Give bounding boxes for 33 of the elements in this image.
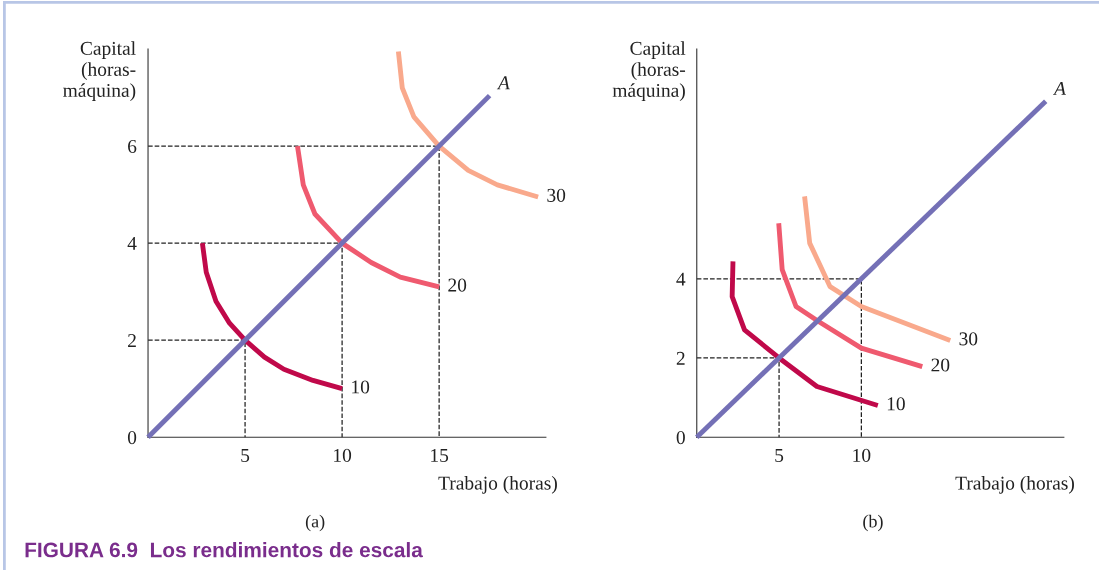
x-tick-label: 10	[334, 448, 352, 462]
x-tick-label: 10	[853, 448, 871, 462]
x-tick-label: 5	[775, 449, 784, 462]
text: (b)	[863, 514, 883, 532]
y-tick-label: 4	[676, 272, 686, 286]
line-series	[295, 143, 442, 290]
series-label: 20	[931, 358, 950, 372]
y-tick-label: 2	[676, 351, 685, 365]
series-label: 20	[448, 278, 467, 292]
x-tick-label: 5	[241, 449, 250, 462]
series-label: 30	[959, 332, 978, 346]
line-series	[776, 220, 925, 370]
x-axis-title: Trabajo (horas)	[438, 476, 557, 494]
y-tick-label: 4	[127, 237, 137, 250]
series-label: A	[496, 76, 510, 90]
y-axis-title: Capital (horas- máquina)	[63, 41, 136, 101]
y-tick-label: 2	[128, 334, 136, 347]
text: (a)	[305, 514, 325, 532]
line-series	[729, 258, 881, 408]
line-series	[199, 240, 345, 392]
x-tick-label: 15	[431, 448, 449, 462]
series-label: 10	[352, 380, 370, 394]
y-tick-label: 6	[128, 139, 137, 153]
series-label: 30	[547, 188, 566, 202]
text: FIGURA 6.9 Los rendimientos de escala	[25, 542, 423, 558]
line-series	[802, 193, 953, 343]
y-axis-title: Capital (horas- máquina)	[612, 41, 686, 101]
y-tick-label: 0	[127, 431, 137, 445]
x-axis-title: Trabajo (horas)	[955, 476, 1074, 494]
series-label: 10	[887, 397, 905, 411]
series-label: A	[1053, 82, 1066, 95]
line-series	[395, 49, 541, 200]
y-tick-label: 0	[676, 431, 685, 445]
